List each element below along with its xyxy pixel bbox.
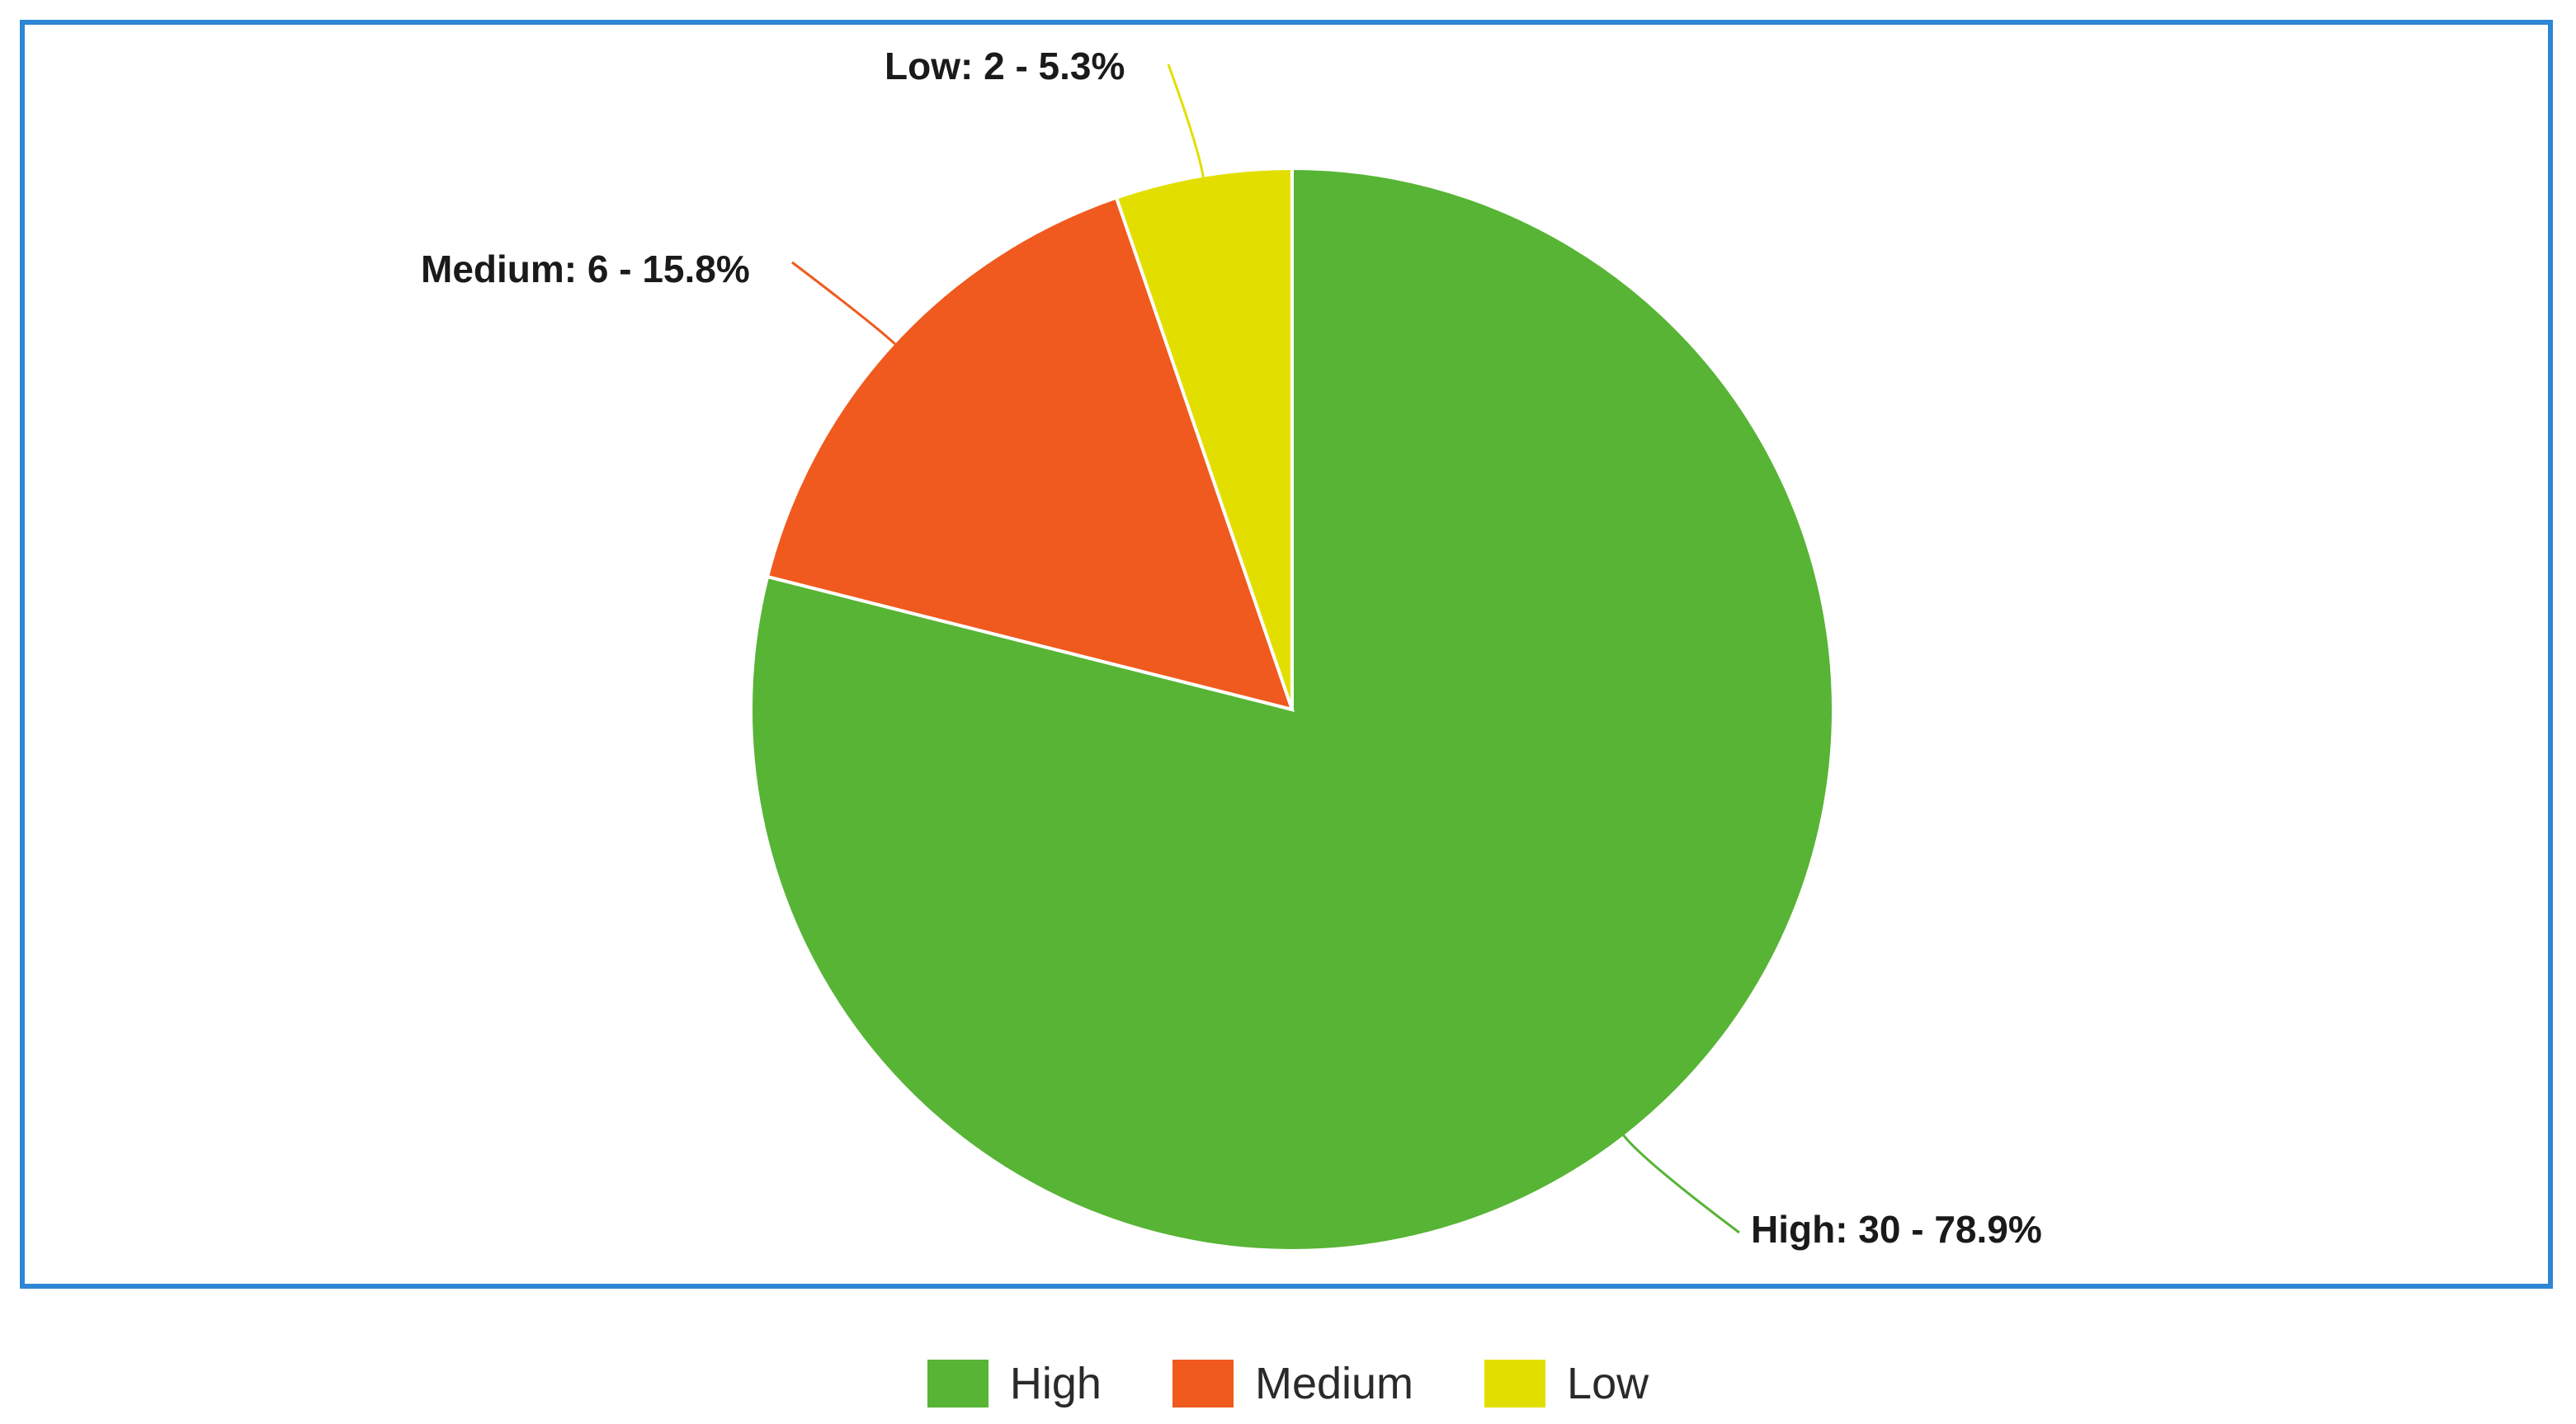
legend-label-medium: Medium xyxy=(1254,1359,1414,1408)
legend-item-high[interactable]: High xyxy=(927,1358,1102,1409)
leader-line-low xyxy=(1167,64,1205,178)
slice-label-high: High: 30 - 78.9% xyxy=(1751,1208,2042,1251)
legend-label-high: High xyxy=(1009,1359,1102,1408)
slice-labels: High: 30 - 78.9% Medium: 6 - 15.8% Low: … xyxy=(421,45,2042,1251)
slice-label-medium: Medium: 6 - 15.8% xyxy=(421,248,750,290)
legend-swatch-medium xyxy=(1172,1360,1234,1407)
pie-slices xyxy=(749,166,1835,1252)
slice-label-low: Low: 2 - 5.3% xyxy=(885,45,1125,87)
legend-swatch-low xyxy=(1484,1360,1546,1407)
label-leader-lines xyxy=(791,64,1740,1234)
legend-swatch-high xyxy=(927,1360,988,1407)
leader-line-medium xyxy=(791,261,896,346)
legend-item-low[interactable]: Low xyxy=(1484,1358,1649,1409)
legend-label-low: Low xyxy=(1567,1359,1649,1408)
legend-item-medium[interactable]: Medium xyxy=(1172,1358,1413,1409)
chart-legend: High Medium Low xyxy=(0,1355,2576,1412)
leader-line-high xyxy=(1622,1134,1740,1234)
